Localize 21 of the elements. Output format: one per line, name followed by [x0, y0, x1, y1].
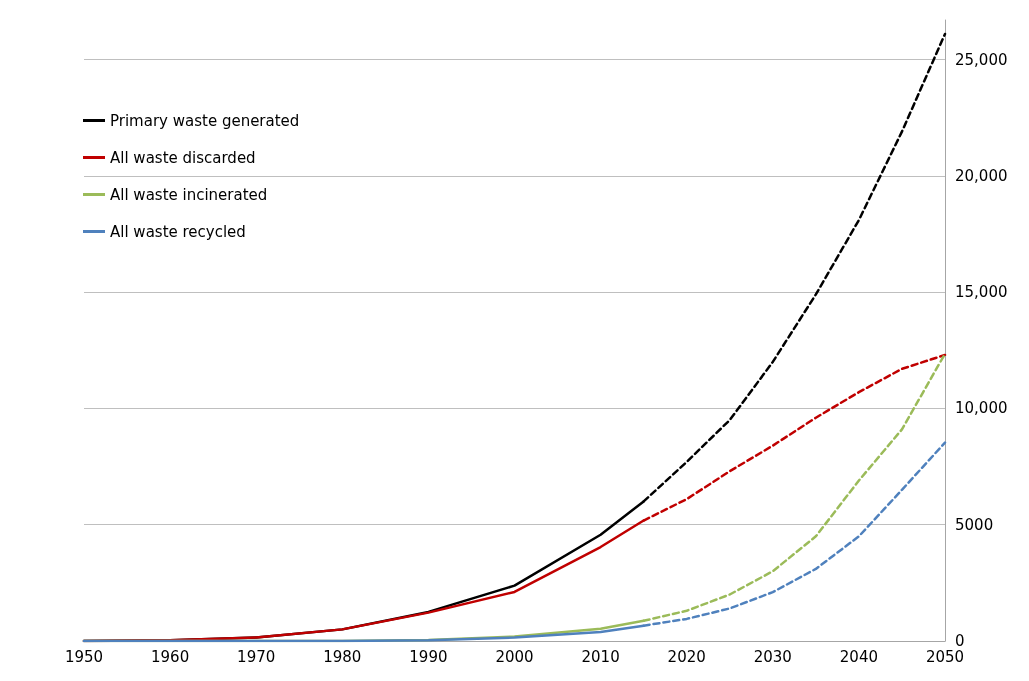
x-tick-label: 2030 — [753, 647, 792, 666]
y-tick-label: 20,000 — [955, 166, 1008, 185]
y-tick-label: 10,000 — [955, 399, 1008, 418]
legend-label: All waste recycled — [110, 222, 246, 241]
x-tick-label: 1950 — [64, 647, 104, 666]
legend-label: Primary waste generated — [110, 111, 300, 130]
x-tick-label: 2010 — [581, 647, 620, 666]
x-tick-label: 2040 — [839, 647, 878, 666]
x-tick-label: 1960 — [151, 647, 190, 666]
x-tick-label: 1980 — [323, 647, 362, 666]
x-tick-label: 2000 — [495, 647, 534, 666]
y-tick-label: 5000 — [955, 515, 994, 534]
y-tick-label: 15,000 — [955, 283, 1008, 302]
x-tick-label: 2020 — [667, 647, 706, 666]
x-tick-label: 1970 — [237, 647, 276, 666]
x-tick-label: 2050 — [925, 647, 965, 666]
y-tick-label: 25,000 — [955, 50, 1008, 69]
y-tick-label: 0 — [955, 632, 965, 650]
x-tick-label: 1990 — [409, 647, 448, 666]
legend-label: All waste incinerated — [110, 185, 268, 204]
legend-label: All waste discarded — [110, 148, 256, 167]
